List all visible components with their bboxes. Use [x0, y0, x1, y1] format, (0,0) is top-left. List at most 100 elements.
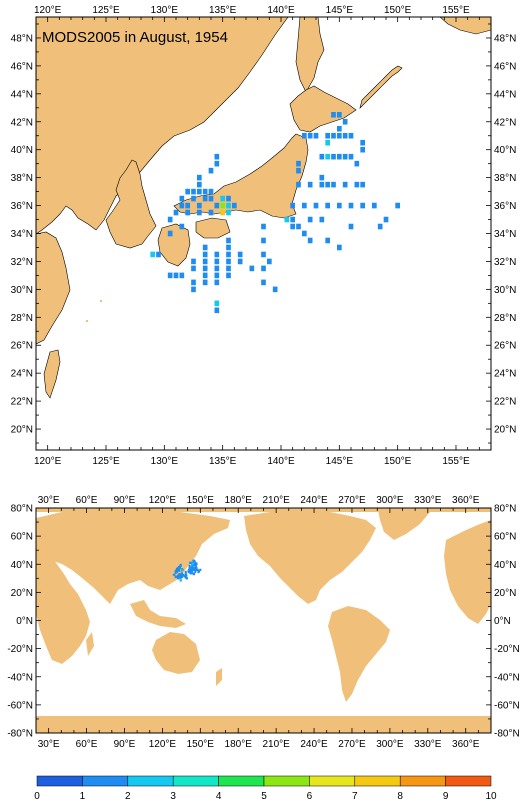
observation-cell [290, 223, 295, 230]
colorbar-label: 6 [307, 791, 313, 802]
lat-label-left: 48°N [11, 33, 33, 44]
lon-label-bottom: 135°E [209, 456, 237, 467]
observation-cell [193, 566, 196, 569]
lon-label-top: 210°E [262, 495, 290, 506]
observation-cell [202, 195, 208, 202]
observation-cell [180, 575, 183, 579]
lat-label-right: 20°N [494, 425, 516, 436]
observation-cell [202, 265, 208, 272]
observation-cell [197, 188, 202, 195]
lon-label-top: 155°E [442, 5, 470, 16]
lon-label-top: 135°E [209, 5, 237, 16]
lat-label-right: -60°N [494, 700, 520, 711]
lon-label-top: 150°E [187, 495, 215, 506]
lat-label-left: 40°N [11, 145, 33, 156]
observation-cell [197, 202, 202, 209]
observation-cell [186, 577, 189, 580]
observation-cell [191, 568, 194, 571]
lon-label-bottom: 150°E [187, 739, 215, 750]
africa-europe-east-landmass [444, 520, 491, 624]
observation-cell [267, 258, 272, 265]
lat-label-right: 28°N [494, 313, 516, 324]
observation-cell [342, 118, 348, 125]
shikoku-island [195, 217, 231, 239]
madagascar-island [86, 632, 94, 656]
observation-cell [337, 153, 342, 160]
observation-cell [190, 561, 193, 564]
lon-label-bottom: 30°E [38, 739, 60, 750]
observation-cell [331, 111, 336, 118]
observation-cell [175, 570, 178, 574]
observation-cell [377, 223, 383, 230]
colorbar-label: 10 [485, 791, 497, 802]
observation-cell [199, 568, 202, 571]
observation-cell [194, 561, 197, 564]
observation-cell [182, 574, 185, 577]
lat-label-left: 40°N [11, 560, 33, 571]
observation-cell [177, 569, 180, 572]
lon-label-top: 270°E [338, 495, 366, 506]
colorbar-label: 9 [443, 791, 449, 802]
observation-cell [180, 569, 183, 572]
lon-label-top: 330°E [414, 495, 442, 506]
colorbar-label: 0 [34, 791, 40, 802]
lat-label-right: 46°N [494, 61, 516, 72]
observation-cell [202, 251, 208, 258]
observation-cell [331, 132, 336, 139]
sakhalin-island [295, 17, 325, 93]
colorbar-swatch [82, 775, 129, 787]
observation-cell [226, 209, 231, 216]
observation-cell [237, 251, 243, 258]
observation-cell [194, 568, 197, 571]
observation-cell [167, 230, 173, 237]
lat-label-left: 42°N [11, 117, 33, 128]
lon-label-bottom: 180°E [225, 739, 253, 750]
observation-cell [226, 244, 231, 251]
observation-cell [208, 188, 214, 195]
observation-cell [354, 181, 360, 188]
lon-label-top: 30°E [38, 495, 60, 506]
observation-cell [302, 132, 307, 139]
observation-cell [184, 570, 187, 574]
observation-cell [191, 258, 196, 265]
observation-cell [284, 216, 290, 223]
observation-cell [249, 265, 255, 272]
lon-label-bottom: 150°E [384, 456, 412, 467]
observation-cell [337, 202, 342, 209]
observation-cell [192, 566, 195, 569]
observation-cell [202, 279, 208, 286]
observation-cell [325, 181, 330, 188]
observation-cell [202, 188, 208, 195]
observation-cell [296, 223, 301, 230]
observation-cell [360, 202, 365, 209]
observation-cell [191, 572, 194, 575]
colorbar-label: 2 [125, 791, 131, 802]
colorbar-swatch [399, 775, 446, 787]
lat-label-right: 42°N [494, 117, 516, 128]
observation-cell [189, 568, 192, 571]
observation-cell [198, 570, 201, 573]
observation-cell [189, 566, 192, 569]
lon-label-top: 120°E [149, 495, 177, 506]
lon-label-bottom: 210°E [262, 739, 290, 750]
observation-cell [354, 160, 360, 167]
lon-label-top: 240°E [300, 495, 328, 506]
eurasia-landmass [36, 510, 230, 604]
colorbar-label: 7 [352, 791, 358, 802]
colorbar-swatch [127, 775, 174, 787]
observation-cell [226, 202, 231, 209]
colorbar-label: 1 [80, 791, 86, 802]
observation-cell [194, 564, 197, 567]
lon-label-top: 60°E [76, 495, 98, 506]
lat-label-left: -40°N [7, 672, 33, 683]
observation-cell [296, 181, 301, 188]
observation-cell [214, 279, 220, 286]
observation-cell [179, 565, 182, 568]
observation-cell [360, 139, 365, 146]
lon-label-top: 140°E [267, 5, 295, 16]
lon-label-bottom: 155°E [442, 456, 470, 467]
lon-label-top: 130°E [151, 5, 179, 16]
lat-label-right: 40°N [494, 560, 516, 571]
new-zealand-islands [216, 668, 222, 686]
